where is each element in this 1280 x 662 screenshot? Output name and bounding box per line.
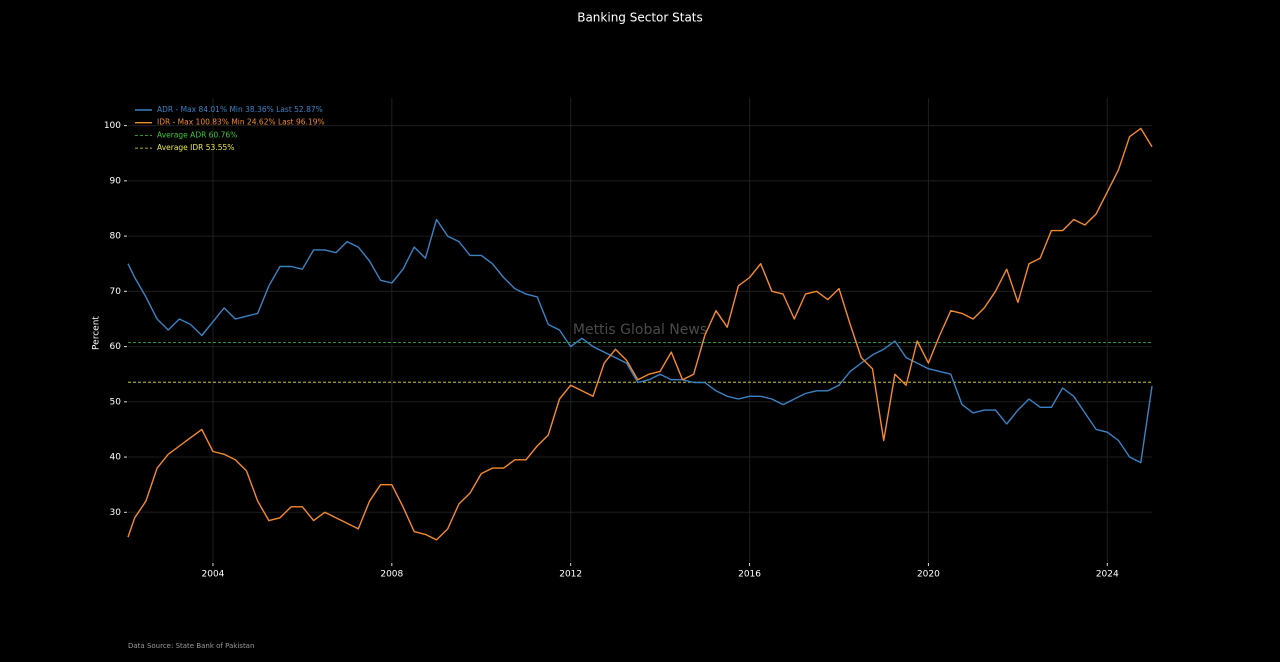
x-tick-label: 2008 [380, 570, 403, 580]
y-tick-label: 90 [110, 176, 122, 186]
data-line [127, 218, 1153, 464]
legend-label: Average IDR 53.55% [157, 143, 234, 152]
y-tick-label: 50 [110, 397, 122, 407]
source-note: Data Source: State Bank of Pakistan [128, 642, 254, 650]
legend-label: IDR - Max 100.83% Min 24.62% Last 96.19% [157, 118, 325, 127]
y-axis-label: Percent [92, 316, 102, 350]
y-tick-label: 40 [110, 453, 122, 463]
data-line [127, 127, 1153, 541]
y-tick-label: 30 [110, 508, 122, 518]
watermark: Mettis Global News [573, 322, 707, 338]
y-tick-label: 70 [110, 287, 122, 297]
x-tick-label: 2016 [738, 570, 761, 580]
y-tick-label: 100 [104, 121, 121, 131]
x-tick-label: 2024 [1096, 570, 1119, 580]
x-tick-label: 2004 [202, 570, 225, 580]
x-tick-label: 2020 [917, 570, 940, 580]
y-tick-label: 60 [110, 342, 122, 352]
x-tick-label: 2012 [559, 570, 582, 580]
legend-label: ADR - Max 84.01% Min 38.36% Last 52.87% [157, 105, 323, 114]
chart-title: Banking Sector Stats [577, 11, 703, 25]
legend-label: Average ADR 60.76% [157, 130, 237, 139]
y-tick-label: 80 [110, 232, 122, 242]
